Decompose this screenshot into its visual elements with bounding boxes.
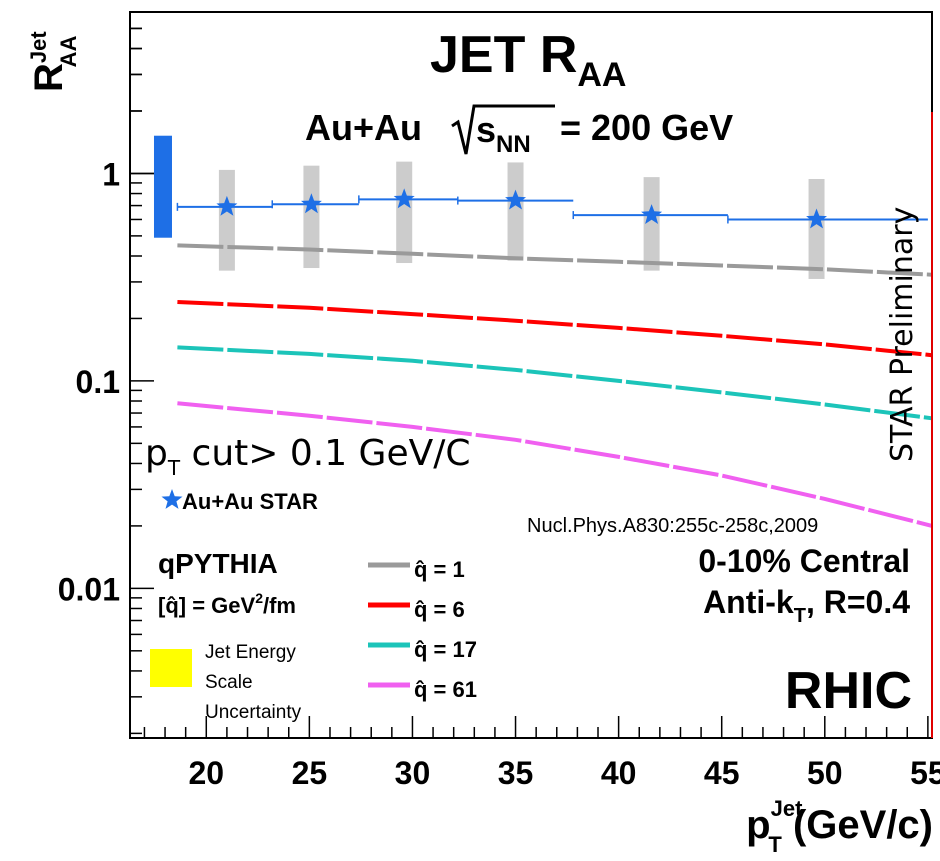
x-tick-label: 25 xyxy=(292,755,328,791)
rhic-label: RHIC xyxy=(785,662,912,720)
x-tick-label: 35 xyxy=(498,755,534,791)
global-uncertainty-box xyxy=(153,135,172,238)
qpythia-curves xyxy=(177,243,933,528)
systematic-band xyxy=(808,179,825,279)
pt-cut-label: pT cut> 0.1 GeV/C xyxy=(145,433,471,480)
jes-line-3: Uncertainty xyxy=(205,702,302,723)
jes-line-2: Scale xyxy=(205,672,253,693)
y-tick-label: 0.1 xyxy=(76,364,120,400)
axes: 20 25 30 35 40 45 50 55 1 0.1 0.01 xyxy=(58,11,940,791)
star-marker-icon xyxy=(161,489,183,509)
star-data-point xyxy=(216,195,238,216)
x-tick-label: 55 xyxy=(910,755,940,791)
svg-text:= 200 GeV: = 200 GeV xyxy=(560,107,733,148)
qhat-units-label: [q̂] = GeV2/fm xyxy=(158,590,296,618)
star-data-point xyxy=(301,193,322,214)
legend-label-2: q̂ = 17 xyxy=(414,637,477,662)
legend-label-1: q̂ = 6 xyxy=(414,597,465,622)
x-tick-label: 20 xyxy=(188,755,224,791)
x-tick-label: 45 xyxy=(704,755,740,791)
jes-uncertainty-swatch xyxy=(150,649,192,687)
systematic-band xyxy=(303,165,320,269)
x-tick-label: 50 xyxy=(807,755,843,791)
svg-text:Au+Au: Au+Au xyxy=(305,107,422,148)
y-axis-label: RJet AA xyxy=(26,31,81,92)
legend-label-0: q̂ = 1 xyxy=(414,557,465,582)
qpythia-curve xyxy=(177,300,933,358)
star-data-point xyxy=(393,188,415,209)
star-data-point xyxy=(641,204,663,224)
systematic-band xyxy=(643,177,660,271)
x-tick-label: 30 xyxy=(395,755,431,791)
star-data-point xyxy=(806,208,827,229)
qpythia-curve xyxy=(177,243,933,277)
jes-line-1: Jet Energy xyxy=(205,642,296,663)
star-preliminary-label: STAR Preliminary xyxy=(885,207,920,462)
reference-label: Nucl.Phys.A830:255c-258c,2009 xyxy=(527,515,818,537)
svg-text:Au+Au STAR: Au+Au STAR xyxy=(182,489,318,514)
svg-text:sNN: sNN xyxy=(476,109,531,158)
legend-qhat-entries: q̂ = 1 q̂ = 6 q̂ = 17 q̂ = 61 xyxy=(368,557,477,702)
qpythia-curve xyxy=(177,401,933,528)
chart-subtitle: Au+Au sNN = 200 GeV xyxy=(305,104,733,158)
systematic-band xyxy=(507,162,524,261)
legend-star-entry: Au+Au STAR xyxy=(161,489,318,514)
plot-frame xyxy=(129,11,933,739)
systematic-band xyxy=(218,169,235,271)
algorithm-label: Anti-kT, R=0.4 xyxy=(703,584,910,627)
centrality-label: 0-10% Central xyxy=(698,543,910,579)
y-tick-label: 1 xyxy=(102,156,120,192)
star-data-point xyxy=(505,189,526,210)
star-data-points xyxy=(153,135,928,238)
qpythia-label: qPYTHIA xyxy=(158,548,278,579)
chart-title: JET RAA xyxy=(430,26,626,94)
sqrt-symbol xyxy=(451,104,555,155)
legend-label-3: q̂ = 61 xyxy=(414,677,477,702)
y-tick-label: 0.01 xyxy=(58,571,120,607)
qpythia-curve xyxy=(177,345,933,421)
x-axis-label: pJet T (GeV/c) xyxy=(746,796,933,857)
systematic-band xyxy=(396,161,413,264)
x-tick-label: 40 xyxy=(601,755,637,791)
